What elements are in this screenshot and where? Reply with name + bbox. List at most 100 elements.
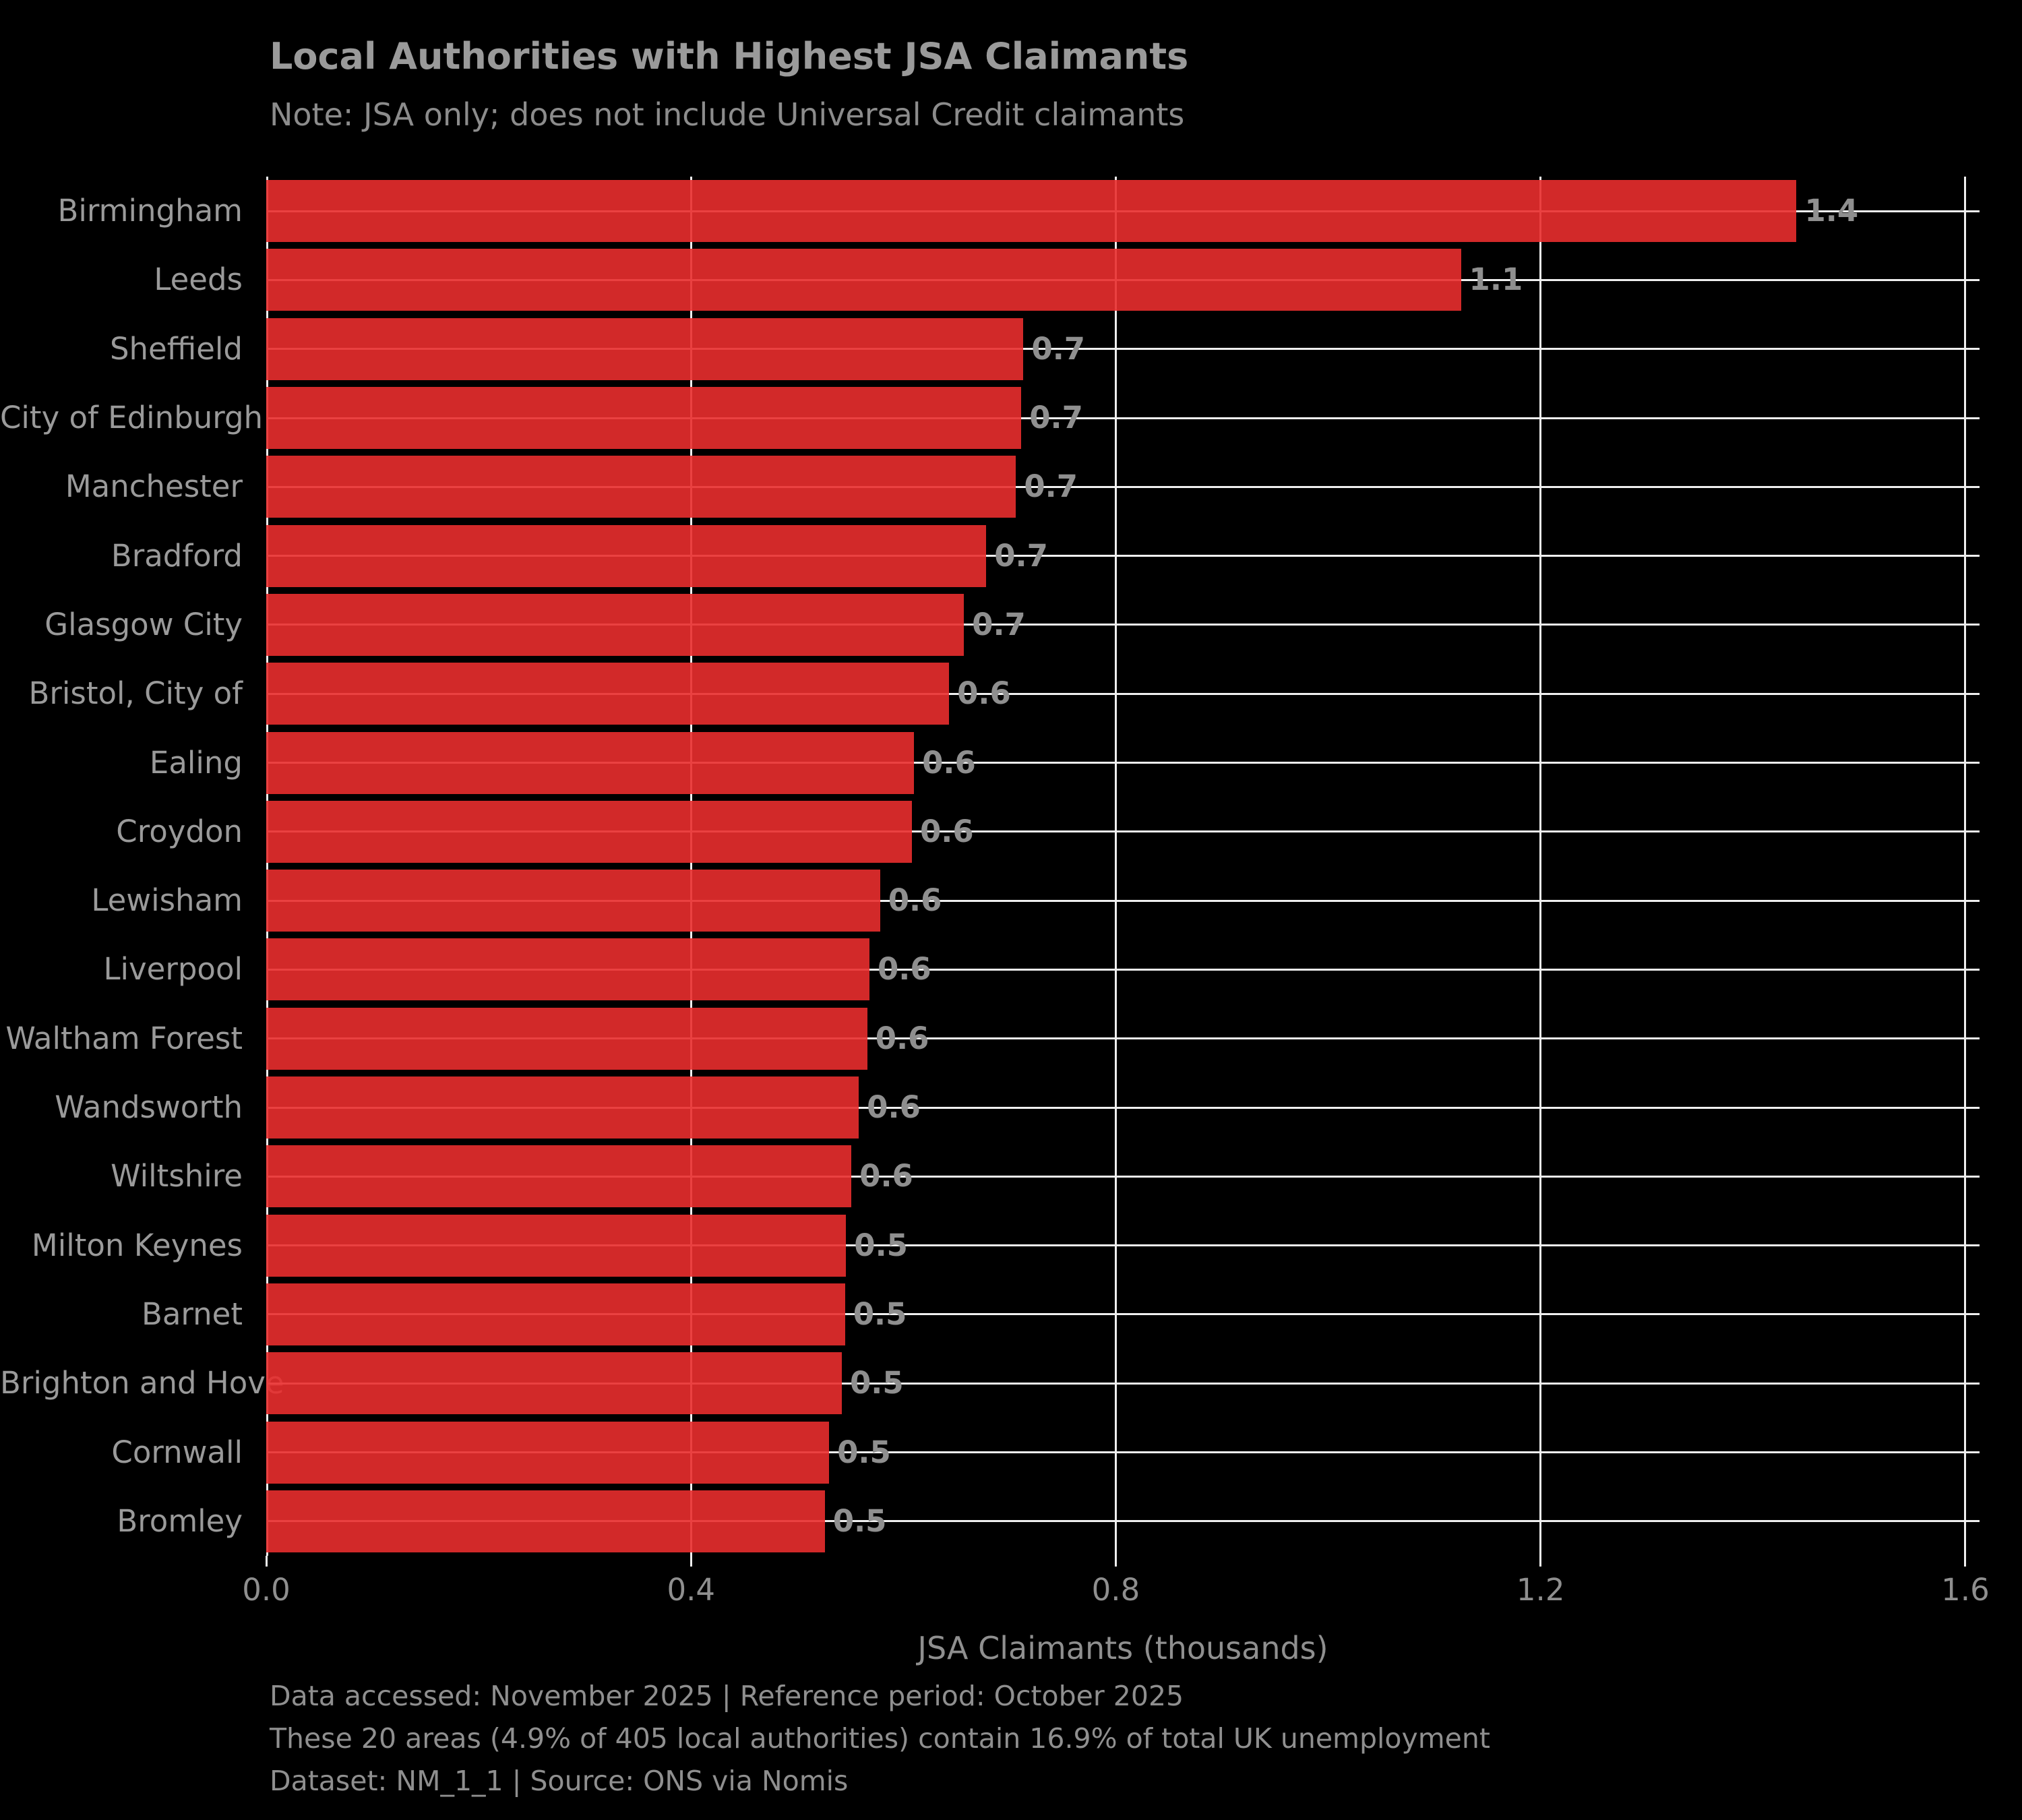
bar [266,800,912,863]
bar [266,524,987,587]
value-label: 0.5 [849,1365,904,1401]
bar [266,731,915,794]
bar [266,180,1797,243]
value-label: 0.7 [972,606,1026,642]
category-label: Croydon [116,813,243,849]
bar [266,593,964,656]
category-label: Liverpool [103,951,243,988]
category-label: Glasgow City [44,606,243,642]
gridline-horizontal [266,692,1980,695]
category-label: Barnet [141,1296,243,1332]
gridline-horizontal [266,1037,1980,1040]
plot-area: 1.4 1.1 0.7 0.7 0.7 0.7 0.7 0.6 0.6 0.6 0.6 0.6 0.6 0… [265,177,1980,1567]
category-label: Lewisham [91,882,243,919]
gridline-horizontal [266,968,1980,971]
x-tick-label: 0.4 [667,1572,716,1608]
x-tick-label: 0.8 [1091,1572,1140,1608]
footer-source: Dataset: NM_1_1 | Source: ONS via Nomis [270,1765,849,1797]
category-label: Brighton and Hove [0,1365,284,1401]
value-label: 0.5 [854,1227,908,1263]
value-label: 0.6 [922,744,976,781]
gridline-vertical [1114,177,1117,1556]
bar [266,1490,825,1552]
value-label: 0.6 [859,1158,913,1194]
value-label: 0.6 [957,675,1011,712]
gridline-horizontal [266,1313,1980,1316]
bar [266,456,1016,518]
x-axis-tick [1964,1556,1967,1567]
gridline-horizontal [266,762,1980,764]
value-label: 0.7 [1031,330,1086,367]
gridline-horizontal [266,1175,1980,1178]
value-label: 0.6 [867,1089,921,1126]
category-label: Bradford [111,537,243,574]
bar [266,1145,852,1208]
gridline-horizontal [266,899,1980,902]
bar [266,1076,859,1139]
bar [266,1421,830,1484]
bar [266,1214,847,1277]
bar [266,1352,842,1415]
gridline-horizontal [266,348,1980,351]
value-label: 0.7 [1029,400,1083,436]
y-axis-spine [266,177,268,1556]
category-label: Milton Keynes [31,1227,243,1263]
value-label: 0.6 [877,951,931,988]
bar [266,387,1022,450]
gridline-horizontal [266,1106,1980,1109]
bar [266,938,869,1001]
x-axis-tick [1539,1556,1542,1567]
x-axis-tick [690,1556,692,1567]
gridline-horizontal [266,1451,1980,1454]
category-label: Wandsworth [55,1089,243,1126]
gridline-horizontal [266,830,1980,833]
gridline-horizontal [266,1382,1980,1385]
gridline-horizontal [266,417,1980,419]
gridline-horizontal [266,1520,1980,1523]
x-axis-tick [265,1556,268,1567]
category-label: City of Edinburgh [0,400,264,436]
bar [266,249,1461,311]
category-label: Waltham Forest [5,1020,243,1056]
category-label: Bristol, City of [28,675,243,712]
category-label: Bromley [117,1503,243,1539]
gridline-horizontal [266,555,1980,557]
value-label: 1.1 [1469,262,1523,298]
value-label: 0.7 [994,537,1048,574]
category-label: Ealing [149,744,243,781]
gridline-vertical [1539,177,1542,1556]
footer-data-accessed: Data accessed: November 2025 | Reference… [270,1680,1184,1712]
value-label: 0.5 [832,1503,887,1539]
bar [266,870,880,932]
category-label: Manchester [65,468,243,505]
gridline-vertical [690,177,692,1556]
bar [266,1283,845,1345]
gridline-horizontal [266,624,1980,626]
value-label: 0.6 [888,882,942,919]
gridline-horizontal [266,485,1980,488]
x-axis-title: JSA Claimants (thousands) [917,1630,1328,1666]
x-tick-label: 1.2 [1516,1572,1565,1608]
category-label: Birmingham [57,193,243,229]
category-label: Cornwall [111,1434,243,1470]
x-tick-label: 1.6 [1941,1572,1990,1608]
value-label: 0.7 [1024,468,1078,505]
category-label: Leeds [154,262,243,298]
value-label: 1.4 [1804,193,1859,229]
value-label: 0.5 [853,1296,907,1332]
y-axis-labels: Birmingham Leeds Sheffield City of Edinburg… [0,177,284,1556]
gridline-horizontal [266,1244,1980,1247]
bar [266,317,1024,380]
value-label: 0.6 [875,1020,929,1056]
category-label: Sheffield [109,330,243,367]
category-label: Wiltshire [111,1158,243,1194]
gridline-vertical [1964,177,1967,1556]
chart-subtitle: Note: JSA only; does not include Univers… [270,96,1185,133]
chart-title: Local Authorities with Highest JSA Claim… [270,35,1189,78]
x-tick-label: 0.0 [242,1572,290,1608]
value-label: 0.5 [837,1434,891,1470]
footer-summary: These 20 areas (4.9% of 405 local author… [270,1722,1490,1755]
bar [266,1007,867,1070]
value-label: 0.6 [919,813,974,849]
